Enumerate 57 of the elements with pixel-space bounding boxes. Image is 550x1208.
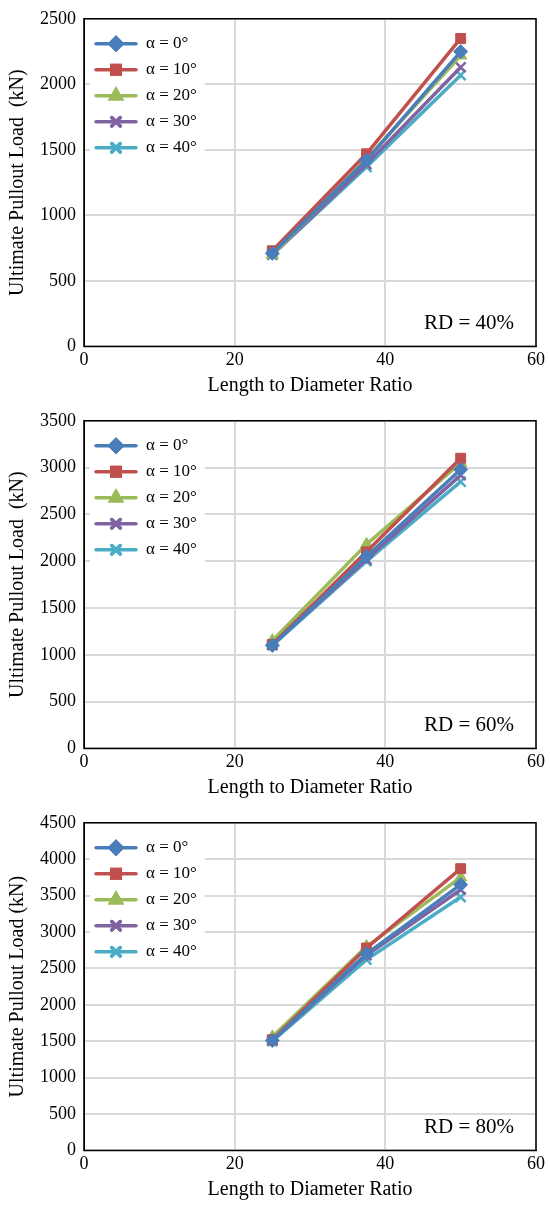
x-tick-label: 20 (225, 1152, 244, 1173)
y-tick-label: 500 (49, 269, 76, 290)
legend-label: α = 10° (146, 461, 197, 481)
y-tick-label: 0 (67, 1139, 76, 1160)
y-tick-label: 2500 (40, 7, 76, 28)
legend-label: α = 20° (146, 889, 197, 909)
annotation: RD = 60% (423, 712, 514, 737)
legend-label: α = 20° (146, 487, 197, 507)
x-tick-label: 60 (527, 348, 545, 369)
annotation: RD = 40% (423, 310, 514, 335)
y-tick-label: 1000 (40, 204, 76, 225)
legend-label: α = 10° (146, 59, 197, 79)
x-tick-label: 20 (225, 348, 244, 369)
y-tick-label: 2000 (40, 993, 76, 1014)
legend-label: α = 40° (146, 539, 197, 559)
x-tick-label: 40 (376, 750, 395, 771)
y-tick-label: 2500 (40, 957, 76, 978)
legend-label: α = 0° (146, 435, 189, 455)
y-tick-label: 3500 (40, 409, 76, 430)
x-tick-label: 40 (376, 1152, 395, 1173)
y-tick-label: 2000 (40, 549, 76, 570)
y-tick-label: 1500 (40, 1029, 76, 1050)
annotation: RD = 80% (423, 1114, 514, 1139)
legend-label: α = 0° (146, 837, 189, 857)
y-tick-label: 4500 (40, 811, 76, 832)
x-tick-label: 40 (376, 348, 395, 369)
legend-label: α = 30° (146, 111, 197, 131)
y-axis-title: Ultimate Pullout Load (kN) (5, 69, 29, 296)
y-tick-label: 500 (49, 1102, 76, 1123)
y-tick-label: 2500 (40, 503, 76, 524)
y-axis-title: Ultimate Pullout Load (kN) (5, 471, 29, 698)
x-tick-label: 60 (527, 1152, 545, 1173)
y-tick-label: 3000 (40, 456, 76, 477)
legend-label: α = 40° (146, 941, 197, 961)
y-tick-label: 4000 (40, 847, 76, 868)
x-axis-title: Length to Diameter Ratio (207, 775, 413, 799)
legend-label: α = 40° (146, 137, 197, 157)
x-axis-title: Length to Diameter Ratio (207, 1177, 413, 1201)
y-tick-label: 2000 (40, 73, 76, 94)
y-axis-title: Ultimate Pullout Load (kN) (5, 875, 29, 1098)
y-tick-label: 1500 (40, 596, 76, 617)
y-tick-label: 500 (49, 690, 76, 711)
x-tick-label: 20 (225, 750, 244, 771)
y-tick-label: 0 (67, 737, 76, 758)
x-tick-label: 60 (527, 750, 545, 771)
legend-label: α = 10° (146, 863, 197, 883)
y-tick-label: 3000 (40, 920, 76, 941)
y-tick-label: 1000 (40, 1066, 76, 1087)
legend-label: α = 20° (146, 85, 197, 105)
y-tick-label: 1500 (40, 138, 76, 159)
y-tick-label: 3500 (40, 884, 76, 905)
x-axis-title: Length to Diameter Ratio (207, 373, 413, 397)
y-tick-label: 1000 (40, 643, 76, 664)
legend-label: α = 30° (146, 513, 197, 533)
y-tick-label: 0 (67, 335, 76, 356)
legend-label: α = 30° (146, 915, 197, 935)
legend-label: α = 0° (146, 33, 189, 53)
